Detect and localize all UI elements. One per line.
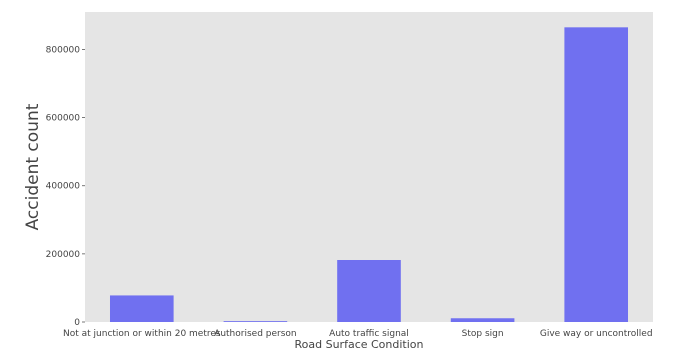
x-tick-label-4: Give way or uncontrolled (540, 329, 653, 339)
bar-2 (337, 260, 401, 322)
x-axis-label: Road Surface Condition (295, 338, 424, 351)
x-tick-label-1: Authorised person (214, 329, 296, 339)
y-tick-label-2: 400000 (46, 182, 81, 192)
x-tick-label-3: Stop sign (462, 329, 504, 339)
bar-1 (223, 321, 288, 322)
bar-0 (109, 295, 174, 322)
bar-3 (450, 318, 515, 322)
y-tick-label-0: 0 (74, 318, 80, 328)
y-tick-label-1: 200000 (46, 250, 81, 260)
y-axis-ticks: 0 200000 400000 600000 800000 (46, 45, 85, 328)
y-axis-label: Accident count (23, 103, 43, 230)
bars-group (109, 27, 629, 322)
y-tick-label-4: 800000 (46, 45, 81, 55)
x-axis-ticks: Not at junction or within 20 metresAutho… (63, 329, 653, 339)
y-tick-label-3: 600000 (46, 114, 81, 124)
x-tick-label-2: Auto traffic signal (329, 329, 409, 339)
x-tick-label-0: Not at junction or within 20 metres (63, 329, 221, 339)
bar-4 (564, 27, 629, 322)
